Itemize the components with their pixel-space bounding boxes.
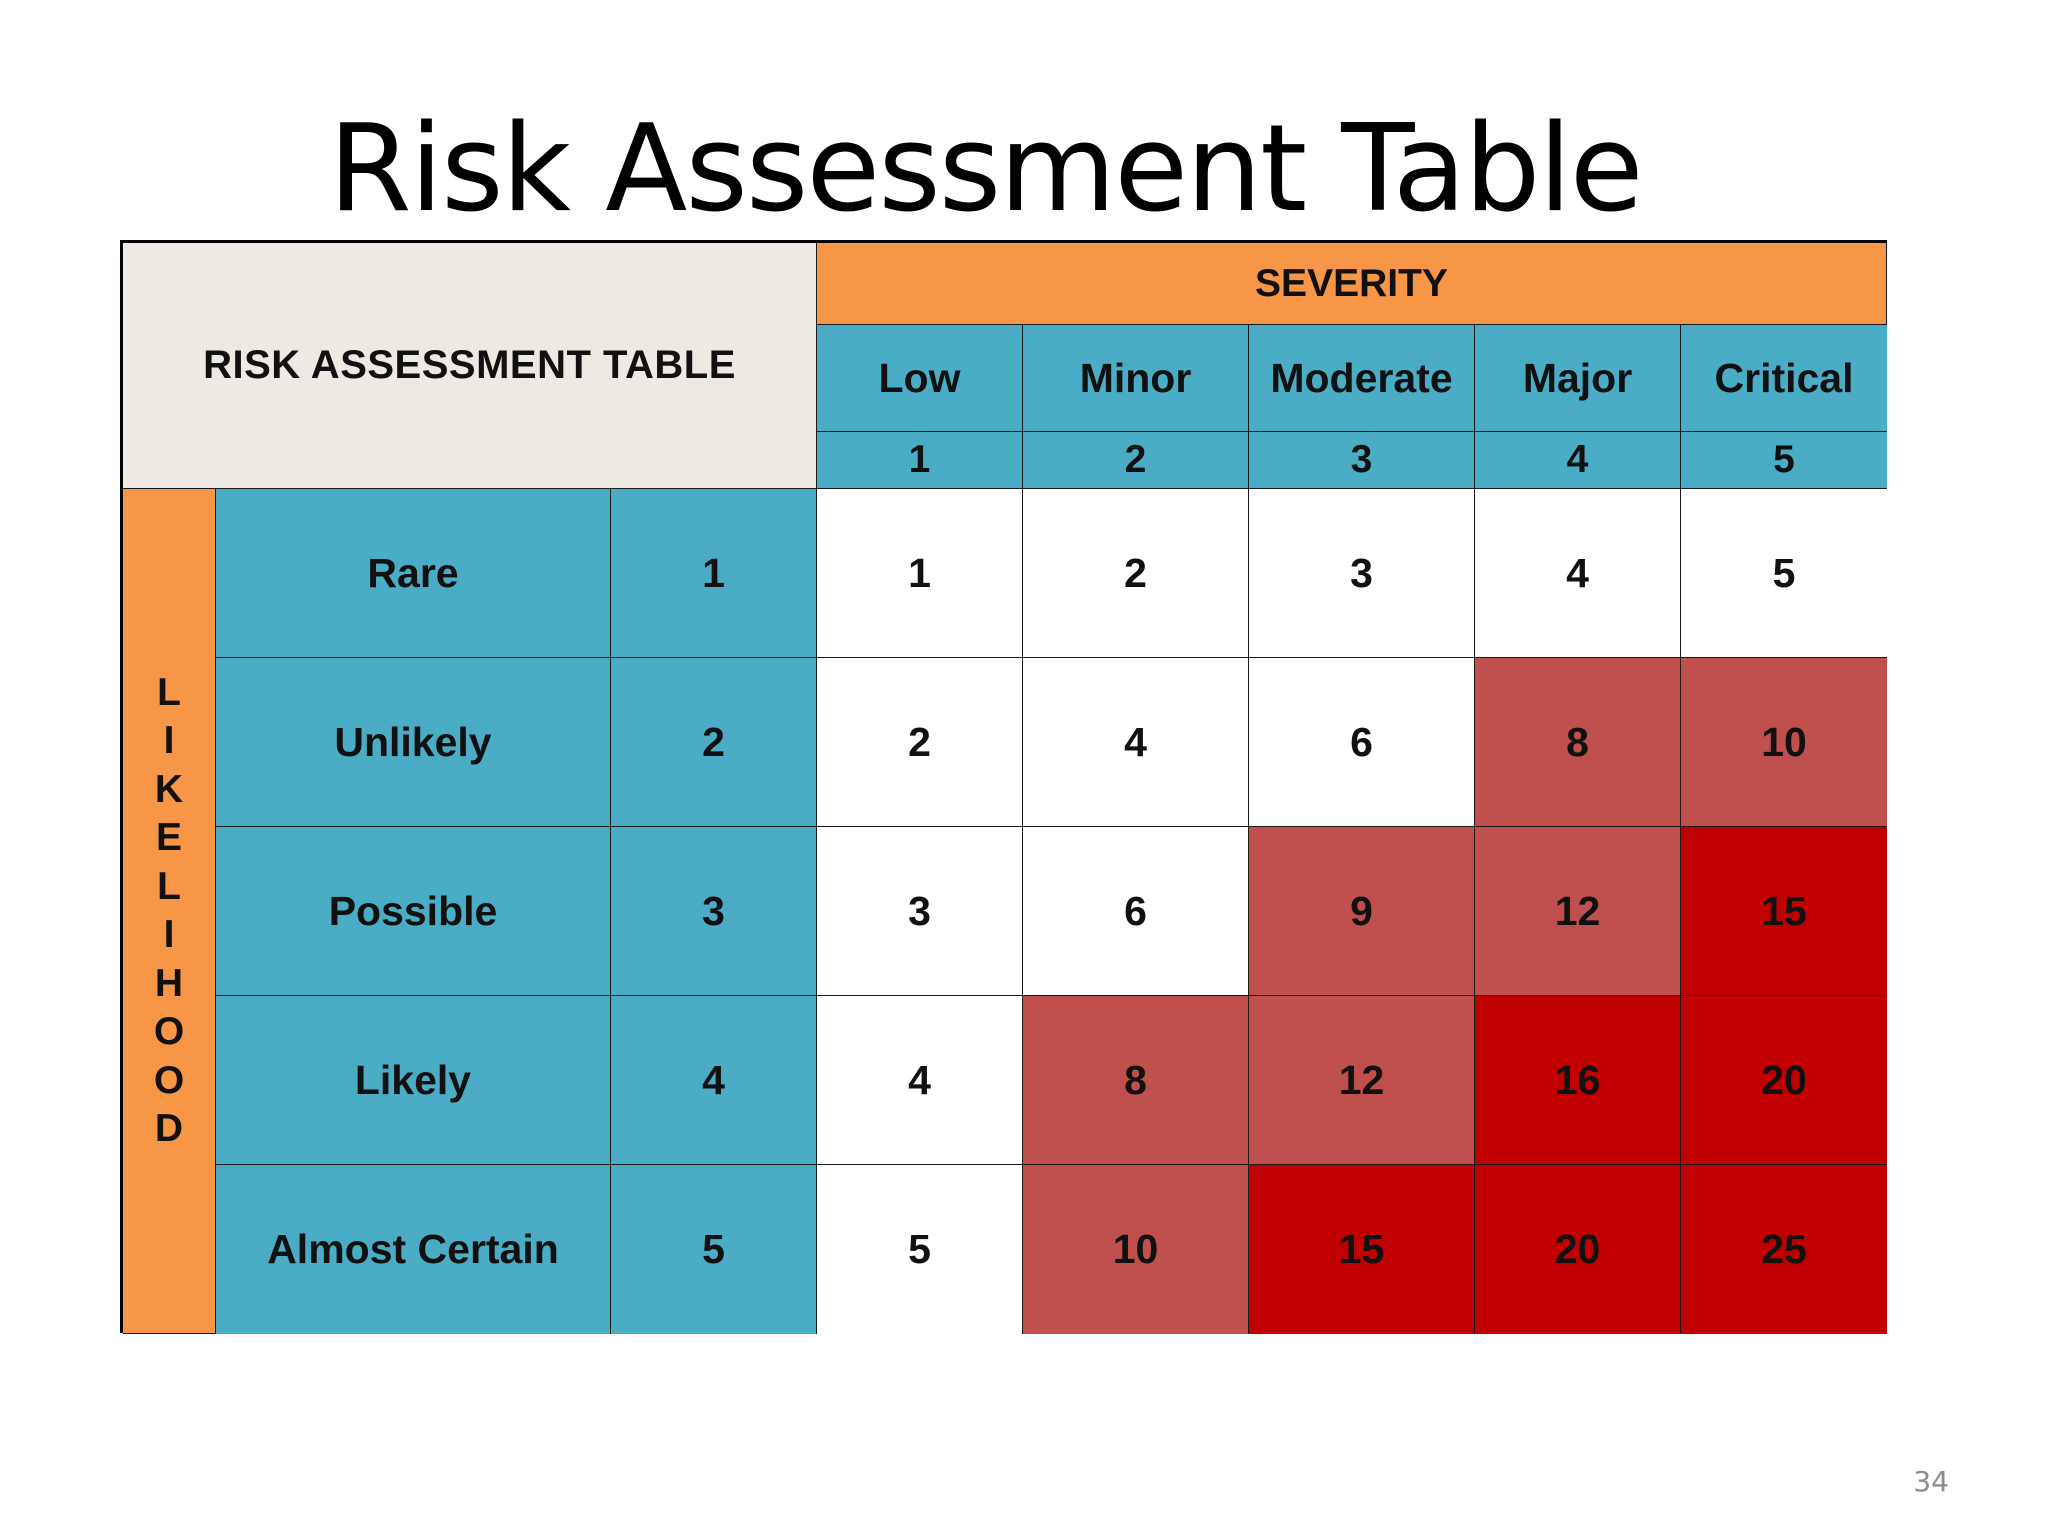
severity-header: SEVERITY (817, 243, 1887, 325)
likelihood-header-letter: L (157, 864, 181, 908)
severity-label-low: Low (817, 325, 1023, 432)
score-cell: 10 (1681, 658, 1887, 827)
score-cell: 12 (1249, 996, 1475, 1165)
severity-label-minor: Minor (1023, 325, 1249, 432)
score-cell: 8 (1475, 658, 1681, 827)
likelihood-header-letter: E (155, 816, 182, 859)
score-cell: 5 (1681, 489, 1887, 658)
score-cell: 25 (1681, 1165, 1887, 1334)
risk-assessment-table: RISK ASSESSMENT TABLE SEVERITY Low Minor… (120, 240, 1887, 1334)
likelihood-header-letter: L (157, 670, 181, 714)
score-cell: 8 (1023, 996, 1249, 1165)
score-cell: 4 (817, 996, 1023, 1165)
severity-value-minor: 2 (1023, 432, 1249, 489)
severity-value-low: 1 (817, 432, 1023, 489)
likelihood-value-unlikely: 2 (611, 658, 817, 827)
score-cell: 3 (1249, 489, 1475, 658)
severity-label-major: Major (1475, 325, 1681, 432)
score-cell: 20 (1681, 996, 1887, 1165)
likelihood-header-letter: D (154, 1107, 184, 1150)
score-cell: 15 (1249, 1165, 1475, 1334)
severity-value-major: 4 (1475, 432, 1681, 489)
likelihood-label-almost-certain: Almost Certain (216, 1165, 611, 1334)
likelihood-header-letter: O (153, 1010, 185, 1053)
score-cell: 1 (817, 489, 1023, 658)
slide-title: Risk Assessment Table (328, 100, 1643, 239)
likelihood-header-letter: K (154, 767, 184, 811)
severity-label-critical: Critical (1681, 325, 1887, 432)
score-cell: 15 (1681, 827, 1887, 996)
page-number: 34 (1913, 1465, 1949, 1498)
score-cell: 12 (1475, 827, 1681, 996)
likelihood-header-letter: H (154, 961, 184, 1005)
score-cell: 6 (1249, 658, 1475, 827)
score-cell: 2 (1023, 489, 1249, 658)
score-cell: 9 (1249, 827, 1475, 996)
score-cell: 16 (1475, 996, 1681, 1165)
likelihood-label-rare: Rare (216, 489, 611, 658)
score-cell: 6 (1023, 827, 1249, 996)
likelihood-value-likely: 4 (611, 996, 817, 1165)
score-cell: 2 (817, 658, 1023, 827)
likelihood-label-likely: Likely (216, 996, 611, 1165)
score-cell: 3 (817, 827, 1023, 996)
score-cell: 20 (1475, 1165, 1681, 1334)
likelihood-value-almost-certain: 5 (611, 1165, 817, 1334)
table-corner-label: RISK ASSESSMENT TABLE (123, 243, 817, 489)
severity-label-moderate: Moderate (1249, 325, 1475, 432)
likelihood-value-possible: 3 (611, 827, 817, 996)
score-cell: 4 (1475, 489, 1681, 658)
likelihood-label-unlikely: Unlikely (216, 658, 611, 827)
severity-value-moderate: 3 (1249, 432, 1475, 489)
severity-value-critical: 5 (1681, 432, 1887, 489)
likelihood-value-rare: 1 (611, 489, 817, 658)
score-cell: 5 (817, 1165, 1023, 1334)
likelihood-header-letter: I (163, 913, 175, 956)
score-cell: 10 (1023, 1165, 1249, 1334)
likelihood-label-possible: Possible (216, 827, 611, 996)
score-cell: 4 (1023, 658, 1249, 827)
likelihood-header-letter: O (153, 1058, 185, 1102)
likelihood-header-letter: I (163, 719, 175, 762)
